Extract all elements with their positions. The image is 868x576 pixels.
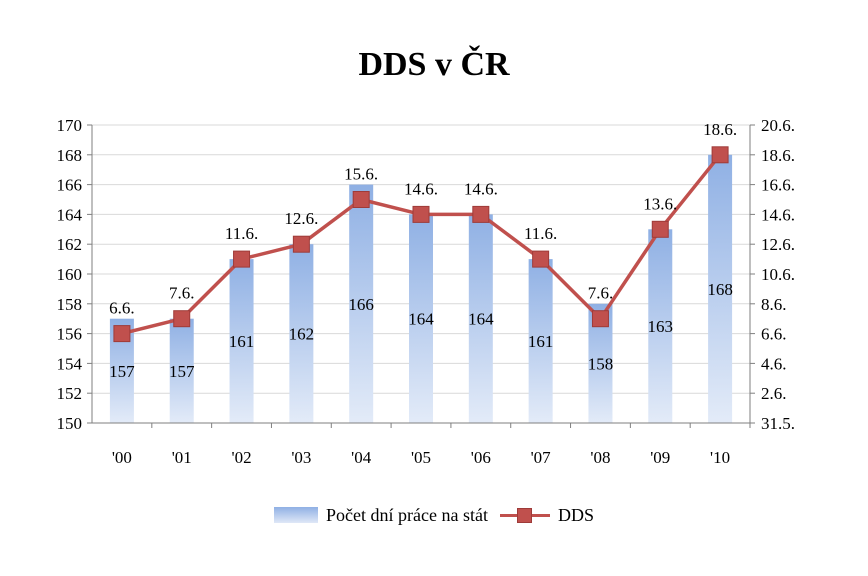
y-left-tick-label: 154 <box>57 354 83 373</box>
y-right-tick-label: 10.6. <box>761 265 795 284</box>
dds-marker <box>711 146 729 164</box>
y-right-tick-label: 8.6. <box>761 295 787 314</box>
legend-line-label: DDS <box>557 504 594 525</box>
dds-data-label: 15.6. <box>344 165 378 184</box>
bar <box>648 229 673 423</box>
dds-marker <box>173 310 191 328</box>
dds-marker <box>591 310 609 328</box>
x-tick-label: '00 <box>112 448 132 467</box>
bar <box>468 214 493 423</box>
x-tick-label: '02 <box>232 448 252 467</box>
bar <box>409 214 433 423</box>
y-left-tick-label: 150 <box>57 414 83 433</box>
chart-title: DDS v ČR <box>358 46 510 83</box>
y-left-tick-label: 170 <box>57 116 83 135</box>
bar-data-label: 158 <box>588 354 614 373</box>
x-tick-label: '01 <box>172 448 192 467</box>
dds-data-label: 12.6. <box>284 209 318 228</box>
bar-data-label: 157 <box>169 362 195 381</box>
legend-bar-swatch <box>274 507 319 523</box>
bar <box>528 259 553 423</box>
dds-marker <box>651 220 669 238</box>
dds-data-label: 18.6. <box>703 120 737 139</box>
x-tick-label: '07 <box>531 448 552 467</box>
y-left-tick-label: 160 <box>57 265 83 284</box>
dds-data-label: 6.6. <box>109 299 135 318</box>
x-tick-label: '04 <box>351 448 372 467</box>
dds-marker <box>113 325 131 343</box>
chart-plot: 157 157 161 162 166 164 164 161 158 163 168 6.6. 7.… <box>57 116 796 467</box>
dds-marker <box>292 235 310 253</box>
y-left-tick-label: 152 <box>57 384 83 403</box>
bar-data-label: 164 <box>468 310 494 329</box>
y-left-tick-label: 162 <box>57 235 83 254</box>
bar-data-label: 161 <box>229 332 255 351</box>
bar <box>229 259 254 423</box>
bar-data-label: 168 <box>707 280 733 299</box>
dds-marker <box>352 191 370 208</box>
bar-data-label: 163 <box>648 317 674 336</box>
legend-bar-label: Počet dní práce na stát <box>326 504 488 525</box>
y-left-tick-label: 166 <box>57 176 83 195</box>
x-tick-label: '09 <box>650 448 670 467</box>
x-tick-label: '06 <box>471 448 491 467</box>
y-right-tick-label: 18.6. <box>761 146 795 165</box>
dds-marker <box>532 250 550 268</box>
y-left-tick-label: 168 <box>57 146 83 165</box>
legend-item-bars: Počet dní práce na stát <box>274 505 488 526</box>
x-tick-label: '10 <box>710 448 730 467</box>
bar-data-label: 164 <box>408 310 434 329</box>
dds-marker <box>472 205 490 223</box>
x-tick-label: '08 <box>590 448 610 467</box>
bar <box>289 244 314 423</box>
dds-data-label: 14.6. <box>404 179 438 198</box>
dds-data-label: 11.6. <box>225 224 258 243</box>
y-right-tick-label: 12.6. <box>761 235 795 254</box>
dds-marker <box>412 205 430 223</box>
y-left-tick-label: 164 <box>57 205 83 224</box>
bar-data-label: 157 <box>109 362 135 381</box>
bar-data-label: 166 <box>348 295 374 314</box>
y-right-tick-label: 6.6. <box>761 325 787 344</box>
dds-data-label: 14.6. <box>464 179 498 198</box>
bar-data-label: 162 <box>289 325 315 344</box>
bar-data-label: 161 <box>528 332 554 351</box>
y-left-tick-label: 156 <box>57 325 83 344</box>
bar <box>169 318 194 423</box>
x-tick-label: '05 <box>411 448 431 467</box>
bar <box>708 154 733 424</box>
x-tick-label: '03 <box>291 448 311 467</box>
legend-item-line: DDS <box>499 504 594 526</box>
y-left-tick-label: 158 <box>57 295 83 314</box>
dds-data-label: 13.6. <box>643 194 677 213</box>
y-right-tick-label: 20.6. <box>761 116 795 135</box>
dds-data-label: 7.6. <box>169 284 195 303</box>
dds-marker <box>233 250 251 268</box>
dds-data-label: 7.6. <box>588 284 614 303</box>
bar <box>349 184 374 423</box>
y-right-tick-label: 4.6. <box>761 354 787 373</box>
legend-line-swatch <box>499 507 550 523</box>
dds-data-label: 11.6. <box>524 224 557 243</box>
y-right-tick-label: 16.6. <box>761 176 795 195</box>
y-right-tick-label: 31.5. <box>761 414 795 433</box>
legend: Počet dní práce na stát DDS <box>0 500 868 530</box>
y-right-tick-label: 2.6. <box>761 384 787 403</box>
y-right-tick-label: 14.6. <box>761 205 795 224</box>
